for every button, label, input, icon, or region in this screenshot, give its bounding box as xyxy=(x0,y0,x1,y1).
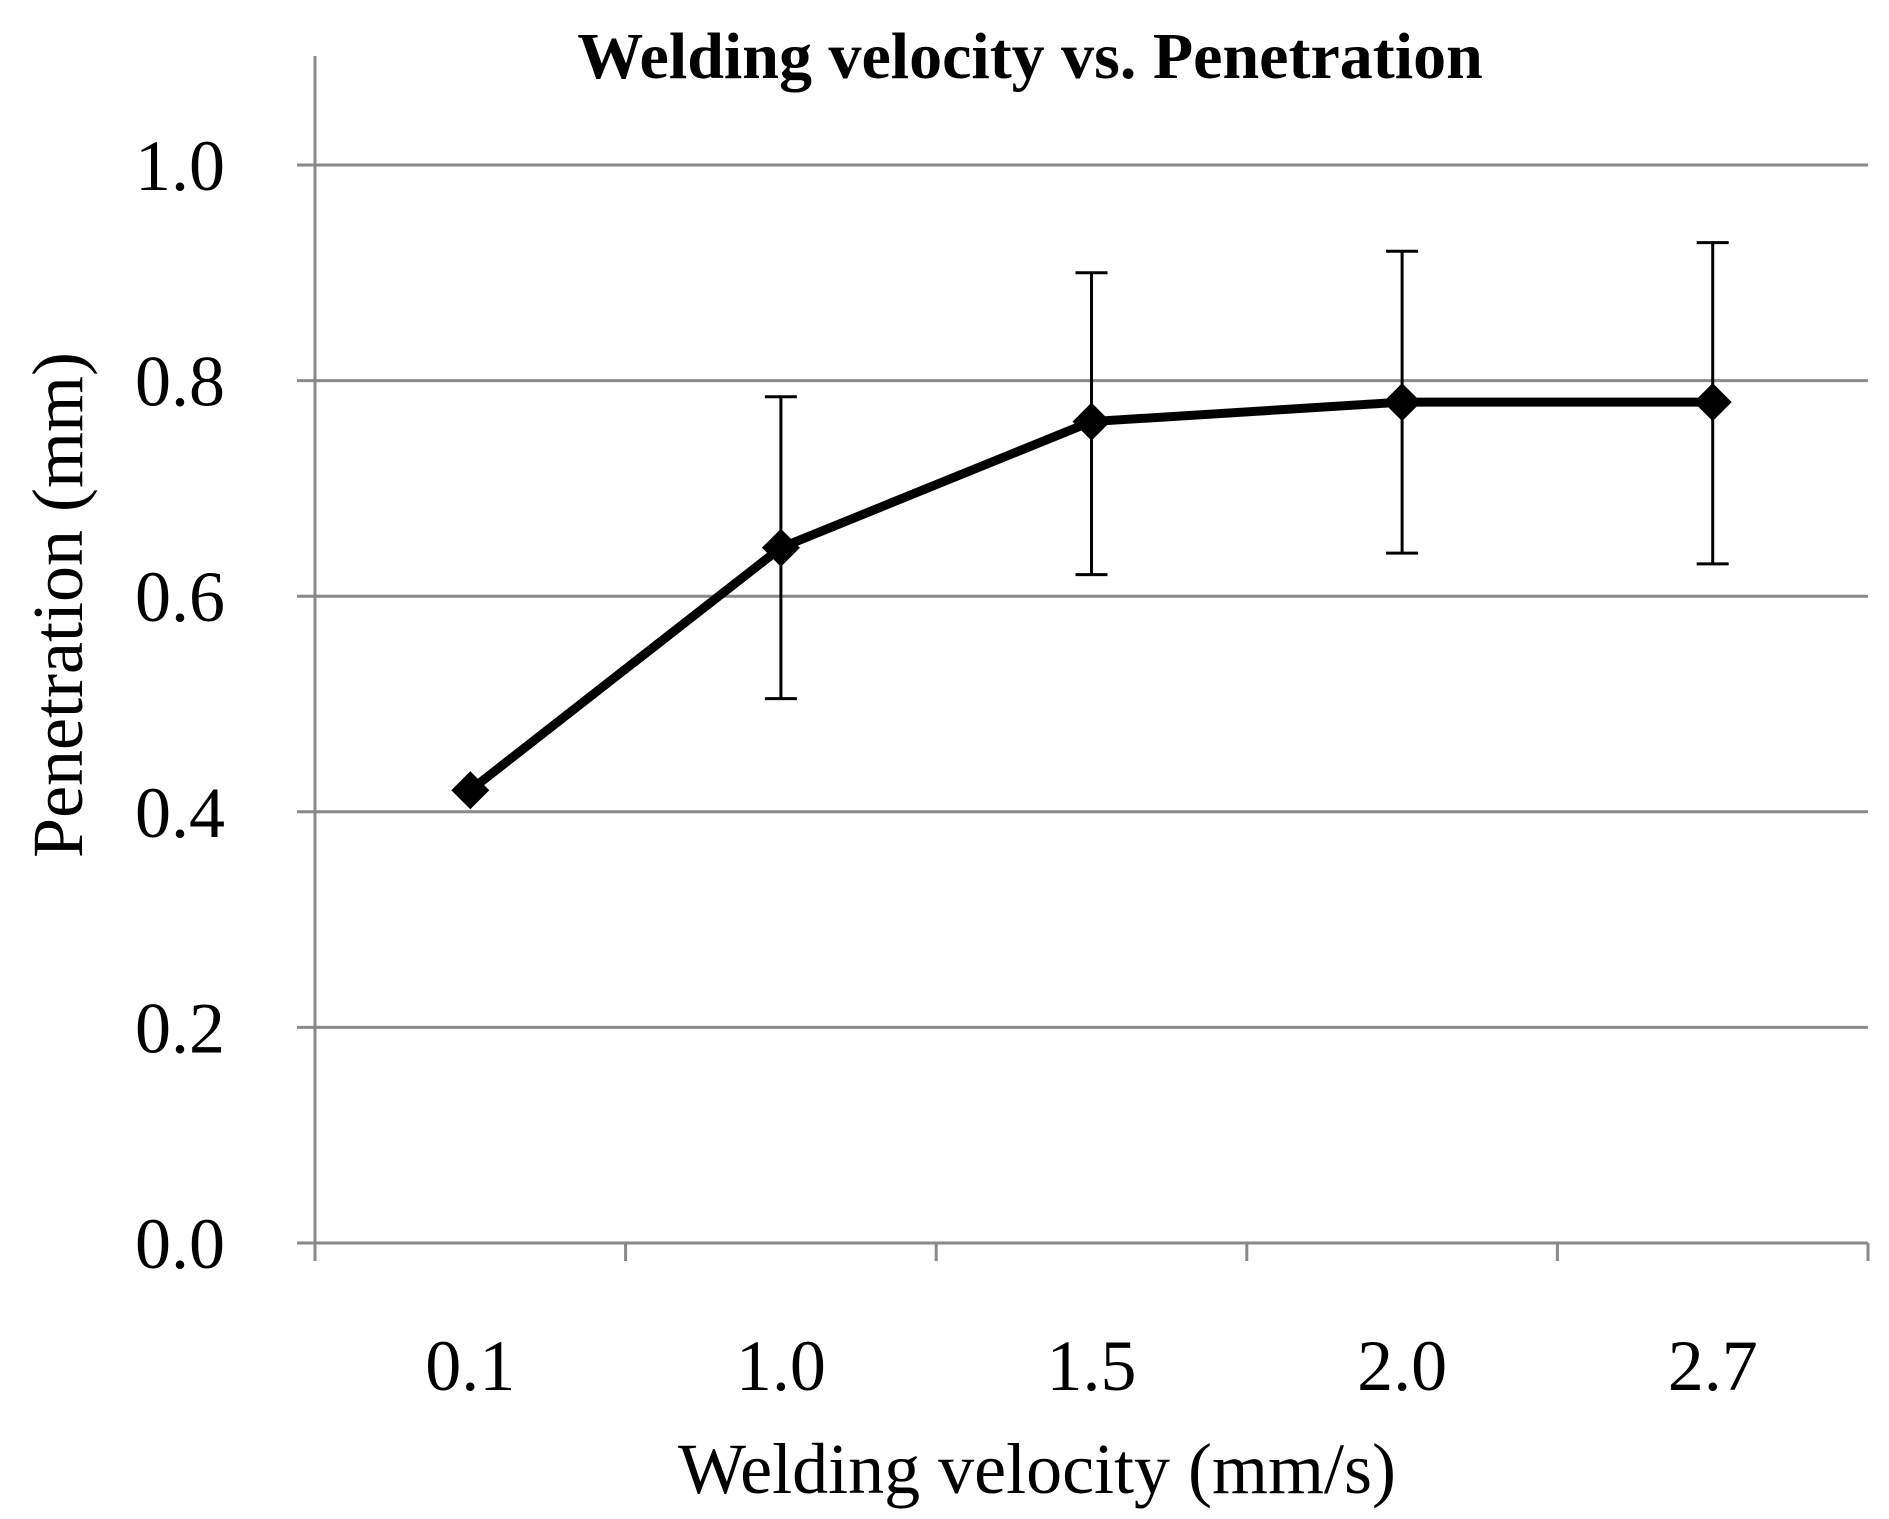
data-point-marker xyxy=(451,771,490,810)
y-tick-label: 0.4 xyxy=(135,773,225,853)
y-tick-label: 0.6 xyxy=(135,557,225,637)
y-axis-title: Penetration (mm) xyxy=(18,352,98,858)
data-point-marker xyxy=(761,528,800,567)
y-tick-label: 0.8 xyxy=(135,342,225,422)
x-tick-marks xyxy=(624,1243,1870,1261)
x-axis-title: Welding velocity (mm/s) xyxy=(678,1429,1396,1509)
data-point-marker xyxy=(1693,383,1732,422)
chart-title: Welding velocity vs. Penetration xyxy=(577,20,1483,93)
data-point-marker xyxy=(1072,402,1111,441)
x-tick-label: 1.0 xyxy=(736,1326,826,1406)
x-tick-labels: 0.1 1.0 1.5 2.0 2.7 xyxy=(425,1326,1757,1406)
x-tick-label: 2.7 xyxy=(1668,1326,1758,1406)
gridlines xyxy=(297,163,1868,1245)
x-tick-label: 1.5 xyxy=(1047,1326,1137,1406)
x-tick-label: 2.0 xyxy=(1357,1326,1447,1406)
y-tick-label: 0.2 xyxy=(135,988,225,1068)
y-tick-labels: 0.0 0.2 0.4 0.6 0.8 1.0 xyxy=(135,126,225,1284)
data-markers xyxy=(451,383,1732,810)
y-tick-label: 0.0 xyxy=(135,1204,225,1284)
error-bars xyxy=(764,241,1729,701)
y-tick-label: 1.0 xyxy=(135,126,225,206)
axes xyxy=(313,56,1868,1261)
x-tick-label: 0.1 xyxy=(425,1326,515,1406)
data-point-marker xyxy=(1383,383,1422,422)
